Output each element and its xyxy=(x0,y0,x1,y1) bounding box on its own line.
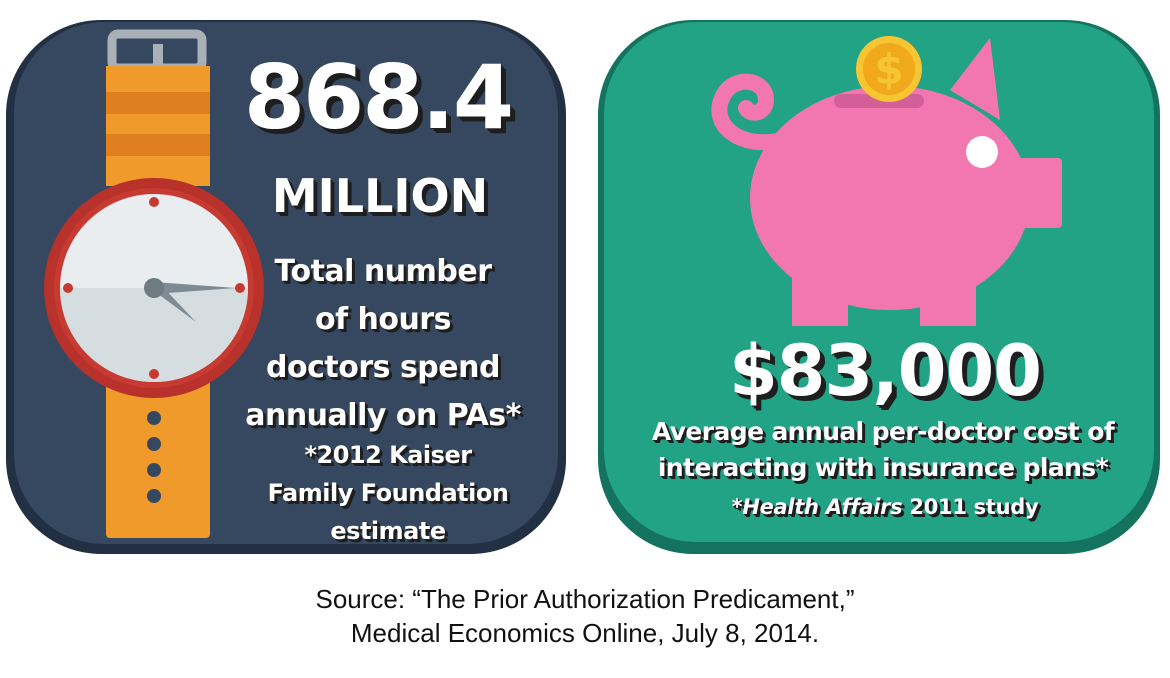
dollar-coin-icon: $ xyxy=(856,36,922,102)
hours-footnote-line: Family Foundation xyxy=(267,479,509,507)
hours-footnote-line: *2012 Kaiser xyxy=(304,441,472,469)
cost-footnote-suffix: 2011 study xyxy=(902,495,1039,519)
hours-description-line: annually on PAs* xyxy=(245,398,521,433)
cost-description-line: Average annual per-doctor cost of xyxy=(651,417,1115,446)
cost-footnote: *Health Affairs 2011 study xyxy=(640,490,1130,524)
wristwatch-icon xyxy=(44,29,264,538)
hours-description-line: Total number xyxy=(274,254,493,289)
hours-figure-unit: MILLION xyxy=(271,169,489,223)
source-citation-line: Source: “The Prior Authorization Predica… xyxy=(315,584,855,614)
hours-figure: 868.4 xyxy=(243,46,514,149)
cost-footnote-journal: Health Affairs xyxy=(742,495,903,519)
hours-description: Total number of hours doctors spend annu… xyxy=(228,248,538,440)
source-citation: Source: “The Prior Authorization Predica… xyxy=(0,582,1170,650)
cost-footnote-prefix: * xyxy=(731,495,743,519)
hours-footnote-line: estimate xyxy=(330,517,446,545)
cost-figure: $83,000 xyxy=(729,330,1042,412)
svg-text:$: $ xyxy=(874,45,903,94)
hours-description-line: doctors spend xyxy=(266,350,500,385)
piggy-bank-icon xyxy=(711,38,1062,326)
hours-footnote: *2012 Kaiser Family Foundation estimate xyxy=(238,436,538,550)
cost-description: Average annual per-doctor cost of intera… xyxy=(618,414,1148,486)
source-citation-line: Medical Economics Online, July 8, 2014. xyxy=(350,618,820,648)
cost-description-line: interacting with insurance plans* xyxy=(657,453,1109,482)
hours-description-line: of hours xyxy=(314,302,452,337)
